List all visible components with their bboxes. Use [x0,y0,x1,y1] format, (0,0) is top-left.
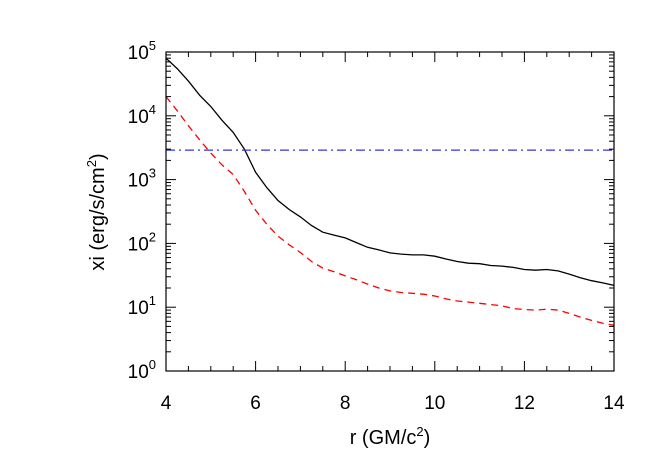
plot-frame [165,51,615,372]
y-axis-label: xi (erg/s/cm2) [84,153,109,270]
y-tick-labels: 100 101 102 103 104 105 [128,38,156,383]
y-tick-label: 101 [128,293,156,319]
y-tick-label: 104 [128,102,156,128]
x-tick-label: 4 [161,393,172,414]
x-axis-label: r (GM/c2) [350,424,431,449]
y-tick-label: 100 [128,357,156,383]
series-layer [165,57,615,326]
series-line-dashed [165,96,615,326]
y-tick-label: 102 [128,229,156,255]
ticks-layer [165,51,615,372]
x-tick-label: 12 [514,393,535,414]
x-tick-label: 6 [250,393,261,414]
x-tick-label: 14 [603,393,625,414]
y-tick-label: 105 [128,38,156,64]
x-tick-label: 8 [340,393,351,414]
x-tick-label: 10 [424,393,445,414]
series-line-solid [165,57,615,287]
plot-area [165,51,615,372]
x-tick-labels: 4 6 8 10 12 14 [161,393,625,414]
y-tick-label: 103 [128,166,156,192]
